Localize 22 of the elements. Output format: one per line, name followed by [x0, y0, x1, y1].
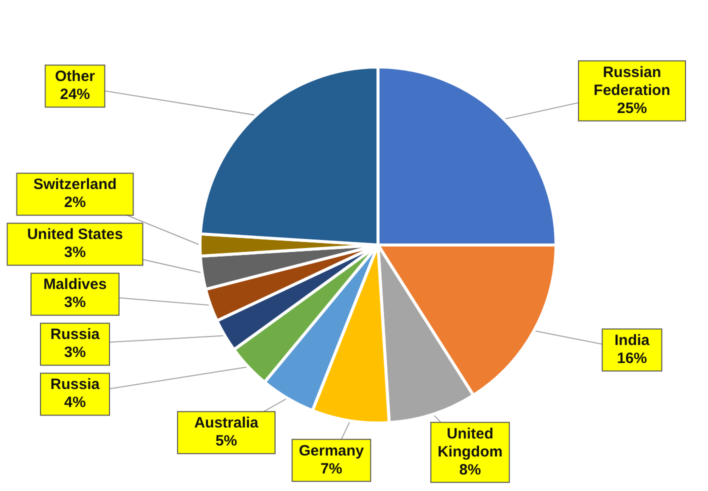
data-label: 4%: [64, 394, 86, 412]
slice-label: United Kingdom: [438, 425, 503, 460]
slice-label: Switzerland: [33, 176, 117, 194]
data-label: 8%: [459, 461, 481, 478]
data-label: 7%: [320, 460, 342, 478]
data-label: 25%: [616, 100, 648, 117]
slice-label: Maldives: [43, 276, 107, 294]
slice-label: Russian Federation: [594, 64, 670, 99]
slice-label: Russia: [50, 326, 100, 344]
data-label: 2%: [64, 194, 86, 212]
slice-label: United States: [27, 226, 123, 244]
data-label: 3%: [64, 244, 86, 262]
slice-label: India: [614, 332, 650, 350]
data-label: 16%: [616, 350, 648, 368]
data-label: 3%: [64, 344, 86, 362]
data-label: 5%: [215, 432, 238, 450]
slice-label: Other: [54, 68, 96, 86]
data-label: 3%: [64, 294, 86, 312]
data-label: 24%: [60, 86, 90, 104]
slice-label: Germany: [298, 442, 365, 460]
slice-label: Australia: [194, 414, 260, 432]
slice-label: Russia: [50, 376, 100, 394]
